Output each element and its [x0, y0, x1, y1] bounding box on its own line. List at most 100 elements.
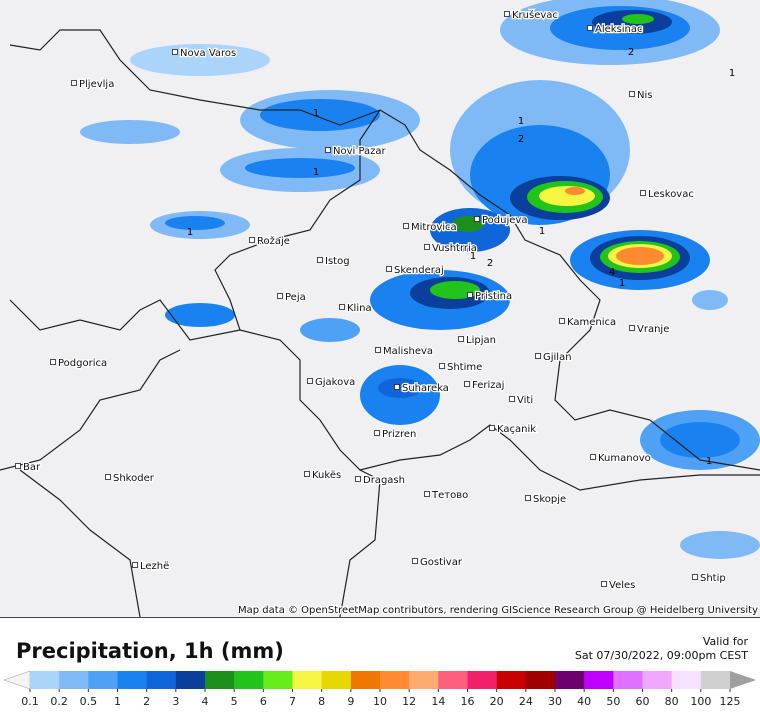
city-marker: [374, 430, 380, 436]
city-marker: [403, 223, 409, 229]
city-marker: [629, 91, 635, 97]
contour-label: 1: [313, 167, 319, 178]
city-label: Nova Varos: [180, 48, 236, 59]
scale-color: [234, 671, 264, 689]
city-marker: [424, 491, 430, 497]
city-label: Aleksinac: [595, 24, 643, 35]
contour-label: 4: [609, 267, 615, 278]
contour-label: 1: [729, 68, 735, 79]
scale-tick-label: 10: [373, 695, 387, 708]
contour-label: 2: [518, 134, 524, 145]
scale-tick-label: 40: [577, 695, 591, 708]
scale-tick-label: 9: [347, 695, 354, 708]
scale-color: [380, 671, 410, 689]
city-label: Vushtrria: [432, 243, 477, 254]
scale-tick-label: 0.2: [50, 695, 68, 708]
valid-time: Sat 07/30/2022, 09:00pm CEST: [575, 649, 748, 662]
city-label: Kaçanik: [497, 424, 536, 435]
city-label: Skopje: [533, 494, 566, 505]
city-label: Malisheva: [383, 346, 433, 357]
city-label: Pristina: [475, 291, 512, 302]
scale-color: [88, 671, 118, 689]
scale-tick-label: 14: [431, 695, 445, 708]
city-label: Rožaje: [257, 235, 290, 247]
city-marker: [467, 292, 473, 298]
city-label: Kukës: [312, 470, 341, 481]
attribution: Map data © OpenStreetMap contributors, r…: [238, 605, 758, 616]
city-marker: [587, 25, 593, 31]
scale-color: [525, 671, 556, 689]
scale-tick-label: 6: [260, 695, 267, 708]
scale-color: [438, 671, 468, 689]
city-marker: [277, 293, 283, 299]
city-marker: [386, 266, 392, 272]
scale-tick-label: 5: [231, 695, 238, 708]
title: Precipitation, 1h (mm): [16, 639, 284, 663]
contour-label: 1: [539, 226, 545, 237]
scale-color: [671, 671, 702, 689]
scale-color: [467, 671, 497, 689]
contour-label: 1: [187, 227, 193, 238]
city-marker: [304, 471, 310, 477]
city-marker: [15, 463, 21, 469]
scale-arrow-high: [730, 671, 756, 689]
contour-label: 2: [628, 47, 634, 58]
scale-tick-label: 4: [202, 695, 209, 708]
contour-label: 1: [518, 116, 524, 127]
city-marker: [525, 495, 531, 501]
city-label: Podgorica: [58, 358, 107, 369]
city-label: Viti: [517, 395, 533, 406]
city-marker: [692, 574, 698, 580]
scale-tick-label: 16: [461, 695, 475, 708]
scale-color: [146, 671, 177, 689]
scale-tick-label: 60: [636, 695, 650, 708]
city-marker: [325, 147, 331, 153]
city-marker: [474, 216, 480, 222]
city-marker: [629, 325, 635, 331]
city-label: Kumanovo: [598, 453, 651, 464]
scale-tick-label: 50: [606, 695, 620, 708]
scale-tick-label: 2: [143, 695, 150, 708]
scale-color: [555, 671, 585, 689]
map-edge: [0, 617, 760, 618]
city-label: Kruševac: [512, 9, 558, 21]
city-label: Suhareka: [402, 383, 449, 394]
scale-color: [117, 671, 147, 689]
city-marker: [249, 237, 255, 243]
scale-tick-label: 125: [720, 695, 741, 708]
city-marker: [172, 49, 178, 55]
borders: [0, 29, 760, 618]
city-label: Lezhë: [140, 561, 169, 572]
valid-label: Valid for: [703, 635, 749, 648]
city-label: Shtime: [447, 362, 482, 373]
city-marker: [535, 353, 541, 359]
city-label: Nis: [637, 90, 652, 101]
precipitation: [80, 0, 760, 559]
scale-tick-label: 0.1: [21, 695, 39, 708]
scale-color: [292, 671, 322, 689]
city-label: Novi Pazar: [333, 146, 387, 157]
scale-color: [642, 671, 672, 689]
scale-tick-label: 80: [665, 695, 679, 708]
city-label: Mitrovica: [411, 222, 457, 233]
scale-color: [496, 671, 527, 689]
scale-tick-label: 20: [490, 695, 504, 708]
city-marker: [458, 336, 464, 342]
scale-color: [263, 671, 293, 689]
scale-tick-label: 3: [172, 695, 179, 708]
contour-label: 1: [619, 278, 625, 289]
city-marker: [355, 476, 361, 482]
city-label: Dragash: [363, 475, 405, 486]
contour-label: 2: [487, 258, 493, 269]
city-label: Gjilan: [543, 352, 572, 363]
city-marker: [412, 558, 418, 564]
city-label: Veles: [609, 580, 635, 591]
city-marker: [50, 359, 56, 365]
city-marker: [71, 80, 77, 86]
city-label: Vranje: [637, 324, 669, 335]
scale-tick-label: 8: [318, 695, 325, 708]
contour-label: 1: [706, 456, 712, 467]
scale-tick-label: 100: [690, 695, 711, 708]
city-label: Lipjan: [466, 335, 496, 346]
